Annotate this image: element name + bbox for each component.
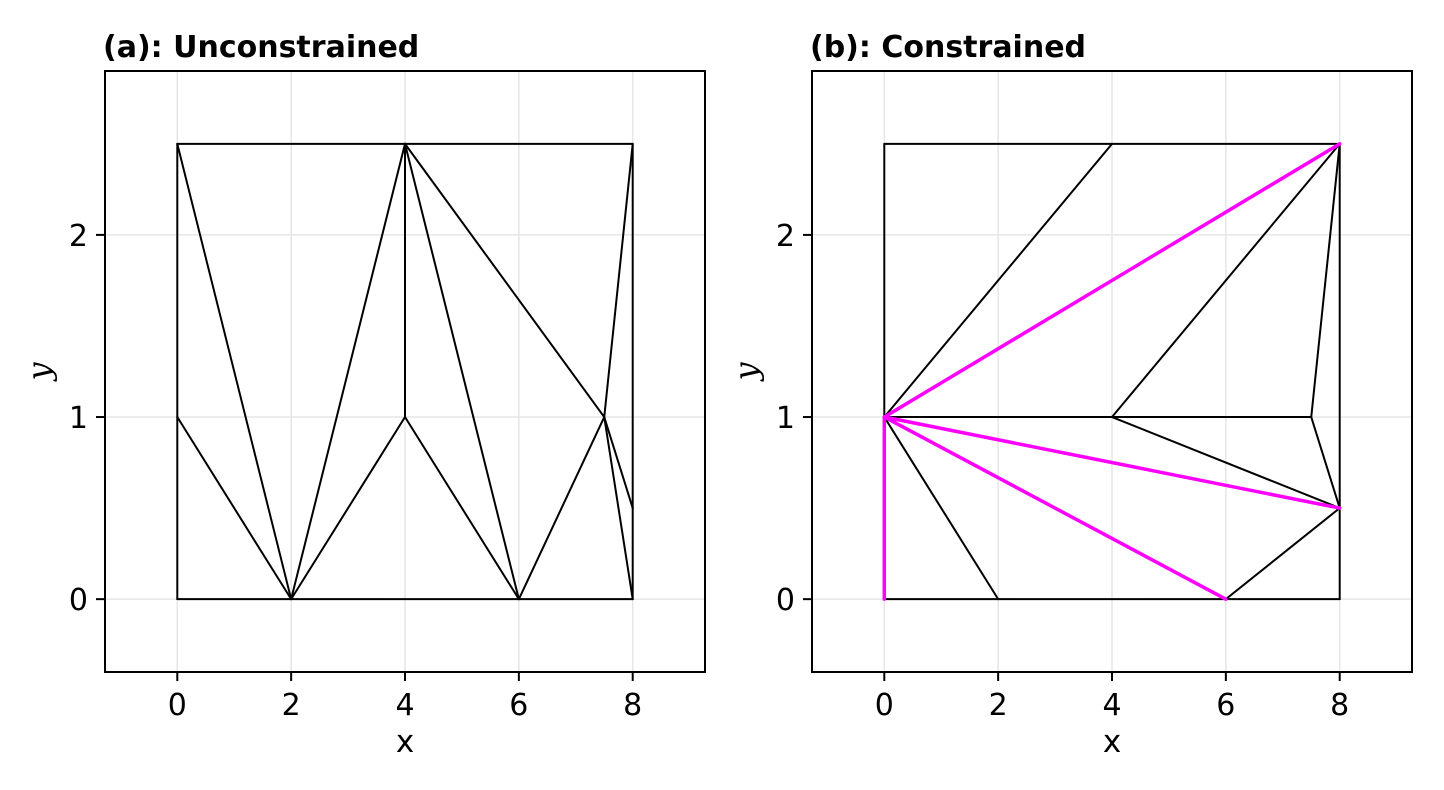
x-tick-label: 2 — [282, 688, 301, 723]
mesh-edge — [1310, 416, 1341, 510]
panel-a-ylabel: y — [20, 362, 58, 383]
mesh-edge — [1224, 507, 1341, 601]
y-tick-label: 2 — [776, 219, 795, 254]
y-tick-label: 1 — [776, 401, 795, 436]
panel-a-mesh: 0 2 4 6 8 0 1 2 — [69, 70, 706, 723]
panel-a-title: (a): Unconstrained — [103, 30, 419, 65]
panel-b: 0 2 4 6 8 0 1 2 (b): Constrained x y — [727, 30, 1413, 760]
mesh-edge — [290, 142, 406, 601]
panel-b-ylabel: y — [727, 362, 765, 383]
x-tick-label: 6 — [1216, 688, 1235, 723]
x-tick-label: 8 — [623, 688, 642, 723]
x-tick-label: 8 — [1330, 688, 1349, 723]
x-tick-label: 4 — [395, 688, 414, 723]
panel-a: 0 2 4 6 8 0 1 2 (a): Unconstrained x y — [20, 30, 706, 760]
mesh-edge — [883, 142, 1113, 419]
panel-a-xlabel: x — [396, 724, 414, 760]
constrained-edge — [882, 142, 1342, 419]
y-tick-label: 0 — [69, 583, 88, 618]
constrained-edge — [882, 415, 1228, 601]
mesh-edge — [603, 142, 634, 419]
mesh-edge — [603, 416, 634, 510]
mesh-edge — [176, 142, 293, 601]
panel-b-xlabel: x — [1103, 724, 1121, 760]
mesh-edge — [1111, 416, 1341, 510]
axis-spine — [811, 70, 1413, 673]
x-tick-label: 0 — [875, 688, 894, 723]
mesh-edge — [176, 416, 293, 601]
x-tick-label: 0 — [168, 688, 187, 723]
x-tick-label: 6 — [509, 688, 528, 723]
mesh-edge — [1310, 142, 1341, 419]
mesh-edge — [404, 142, 520, 601]
constrained-edge — [882, 415, 1342, 510]
mesh-edge — [603, 416, 634, 601]
mesh-edge — [883, 416, 1000, 601]
x-tick-label: 2 — [989, 688, 1008, 723]
x-tick-label: 4 — [1102, 688, 1121, 723]
y-tick-label: 1 — [69, 401, 88, 436]
panel-b-mesh: 0 2 4 6 8 0 1 2 — [776, 70, 1413, 723]
mesh-edge — [517, 416, 606, 601]
mesh-edge — [404, 142, 606, 419]
panel-b-title: (b): Constrained — [810, 30, 1086, 65]
mesh-edge — [1111, 142, 1341, 419]
y-tick-label: 2 — [69, 219, 88, 254]
y-tick-label: 0 — [776, 583, 795, 618]
mesh-edge — [404, 416, 520, 601]
mesh-edge — [290, 416, 406, 601]
axis-spine — [104, 70, 706, 673]
